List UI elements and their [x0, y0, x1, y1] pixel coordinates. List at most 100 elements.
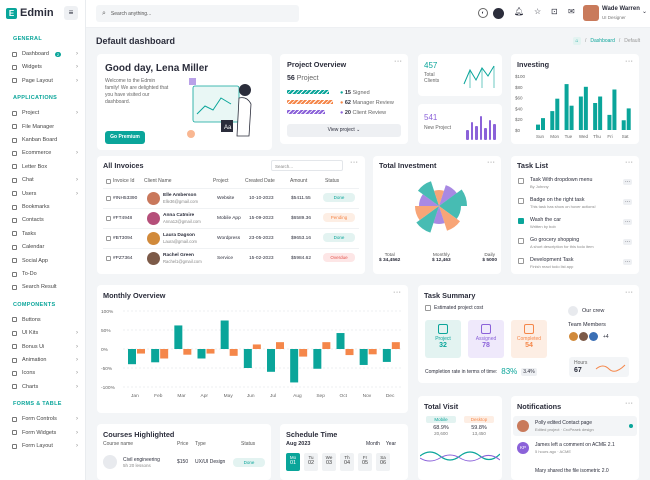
team-avatars[interactable]: +4 — [569, 332, 609, 341]
bar — [466, 130, 469, 140]
sidebar-item-page-layout[interactable]: Page Layout › — [12, 76, 78, 86]
more-icon[interactable]: ··· — [625, 400, 634, 407]
more-icon[interactable]: ··· — [625, 58, 634, 65]
project: Service — [217, 256, 233, 261]
row-checkbox[interactable] — [106, 216, 111, 221]
sidebar-item-search-result[interactable]: Search Result — [12, 282, 78, 292]
theme-icon[interactable]: ◐ — [478, 8, 488, 18]
invoice-search-input[interactable]: Search... — [271, 160, 343, 171]
row-checkbox[interactable] — [106, 256, 111, 261]
bell-icon[interactable]: 🔔︎ — [514, 7, 525, 16]
search-box[interactable]: ⌕ Search anything... — [96, 5, 299, 22]
select-all-checkbox[interactable] — [106, 179, 111, 184]
task-item[interactable]: Development Task Finish react todo list a… — [517, 255, 635, 275]
sidebar-item-users[interactable]: Users › — [12, 189, 78, 199]
sidebar-item-contacts[interactable]: Contacts — [12, 215, 78, 225]
sidebar-item-bonus-ui[interactable]: Bonus Ui › — [12, 342, 78, 352]
sidebar-item-form-layout[interactable]: Form Layout › — [12, 441, 78, 451]
task-item[interactable]: Task With dropdown menu By Johnny ··· — [517, 175, 635, 195]
table-row[interactable]: #PZ7364 Rachel Green Rachel1@gmail.com Serv… — [103, 248, 359, 268]
course-row[interactable]: Civil engineering 5h 20 lessons $150 UX/U… — [103, 455, 267, 469]
task-item[interactable]: Go grocery shopping A short description f… — [517, 235, 635, 255]
view-project-button[interactable]: View project ⌄ — [287, 124, 401, 137]
summary-label: Completed — [516, 336, 542, 342]
tab-year[interactable]: Year — [385, 441, 397, 447]
task-item[interactable]: Badge on the right task This task has sho… — [517, 195, 635, 215]
tab-month[interactable]: Month — [366, 441, 380, 447]
notification-item[interactable]: Mary shared the file isometric 2.0 — [535, 468, 609, 474]
sidebar-item-form-widgets[interactable]: Form Widgets › — [12, 428, 78, 438]
table-row[interactable]: #BT3094 Laura Dagson Laura@gmail.com Wordpr… — [103, 228, 359, 248]
investing-chart: $100 $80 $60 $40 $20 $0 Sun Mon Tue Wed Thu Fri Sat — [515, 74, 631, 139]
task-checkbox[interactable] — [518, 198, 524, 204]
task-more-icon[interactable]: ··· — [623, 179, 632, 185]
sidebar-item-animation[interactable]: Animation › — [12, 355, 78, 365]
day-cell[interactable]: Fr 05 — [358, 453, 372, 471]
home-icon[interactable]: ⌂ — [573, 37, 581, 45]
sidebar-item-to-do[interactable]: To-Do — [12, 269, 78, 279]
chevron-right-icon: › — [76, 330, 78, 337]
star-icon[interactable]: ☆ — [534, 7, 542, 16]
estimated-cost-checkbox[interactable]: Estimated project cost — [425, 305, 483, 311]
task-checkbox[interactable] — [518, 218, 524, 224]
chat-icon[interactable]: ✉ — [568, 7, 575, 16]
table-row[interactable]: #INH53390 Elle Amberson Elle36@gmail.com We… — [103, 188, 359, 208]
task-checkbox[interactable] — [518, 258, 524, 264]
sidebar-item-icons[interactable]: Icons › — [12, 368, 78, 378]
task-more-icon[interactable]: ··· — [623, 259, 632, 265]
more-icon[interactable]: ··· — [393, 289, 402, 296]
sidebar-item-calendar[interactable]: Calendar — [12, 242, 78, 252]
day-cell[interactable]: Th 04 — [340, 453, 354, 471]
sidebar-item-ui-kits[interactable]: UI Kits › — [12, 328, 78, 338]
more-icon[interactable]: ··· — [394, 58, 403, 65]
sidebar-item-widgets[interactable]: Widgets › — [12, 62, 78, 72]
avatar[interactable] — [583, 5, 599, 21]
go-premium-button[interactable]: Go Premium — [105, 131, 145, 144]
search-input[interactable]: Search anything... — [110, 10, 152, 17]
nav-icon — [12, 191, 17, 197]
sidebar-item-ecommerce[interactable]: Ecommerce › — [12, 148, 78, 158]
menu-toggle-button[interactable]: ≡ — [64, 6, 78, 20]
task-checkbox[interactable] — [518, 178, 524, 184]
cart-icon[interactable]: ⊡ — [551, 7, 558, 16]
sidebar-item-form-controls[interactable]: Form Controls › — [12, 414, 78, 424]
sidebar-item-social-app[interactable]: Social App — [12, 256, 78, 266]
sidebar-item-file-manager[interactable]: File Manager — [12, 122, 78, 132]
day-cell[interactable]: Sa 06 — [376, 453, 390, 471]
day-cell[interactable]: Tu 02 — [304, 453, 318, 471]
sidebar-item-tasks[interactable]: Tasks — [12, 229, 78, 239]
bar — [593, 103, 598, 130]
summary-box-assigned[interactable]: Assigned 78 — [468, 320, 504, 358]
summary-box-completed[interactable]: Completed 54 — [511, 320, 547, 358]
user-chevron-icon[interactable]: ⌄ — [642, 9, 648, 15]
day-cell[interactable]: Mo 01 — [286, 453, 300, 471]
more-icon[interactable]: ··· — [625, 159, 634, 166]
breadcrumb-dashboard[interactable]: Dashboard — [590, 38, 615, 44]
row-checkbox[interactable] — [106, 196, 111, 201]
row-checkbox[interactable] — [106, 236, 111, 241]
task-item[interactable]: Wash the car Written by bob ··· — [517, 215, 635, 235]
dark-mode-icon[interactable] — [493, 8, 504, 19]
day-cell[interactable]: We 03 — [322, 453, 336, 471]
table-row[interactable]: #FT4948 Anna Catmire Anna12@gmail.com Mobil… — [103, 208, 359, 228]
sidebar-item-dashboard[interactable]: Dashboard 2 › — [12, 49, 78, 59]
more-icon[interactable]: ··· — [350, 159, 359, 166]
app-logo[interactable]: E Edmin — [6, 7, 54, 19]
sidebar-item-bookmarks[interactable]: Bookmarks — [12, 202, 78, 212]
sidebar-item-letter-box[interactable]: Letter Box — [12, 162, 78, 172]
notification-item[interactable]: KP James left a comment on ACME 2.1 5 ho… — [513, 440, 637, 458]
sidebar-item-buttons[interactable]: Buttons — [12, 315, 78, 325]
sidebar-item-charts[interactable]: Charts › — [12, 382, 78, 392]
task-checkbox[interactable] — [518, 238, 524, 244]
summary-box-project[interactable]: Project 32 — [425, 320, 461, 358]
sidebar-item-chat[interactable]: Chat › — [12, 175, 78, 185]
task-more-icon[interactable]: ··· — [623, 219, 632, 225]
sidebar-item-kanban-board[interactable]: Kanban Board — [12, 135, 78, 145]
project: Wordpress — [217, 236, 241, 241]
more-icon[interactable]: ··· — [487, 159, 496, 166]
sidebar-item-project[interactable]: Project › — [12, 108, 78, 118]
task-more-icon[interactable]: ··· — [623, 199, 632, 205]
more-icon[interactable]: ··· — [625, 289, 634, 296]
task-more-icon[interactable]: ··· — [623, 239, 632, 245]
notification-item[interactable]: Polly edited Contact page Edited project… — [513, 416, 637, 436]
